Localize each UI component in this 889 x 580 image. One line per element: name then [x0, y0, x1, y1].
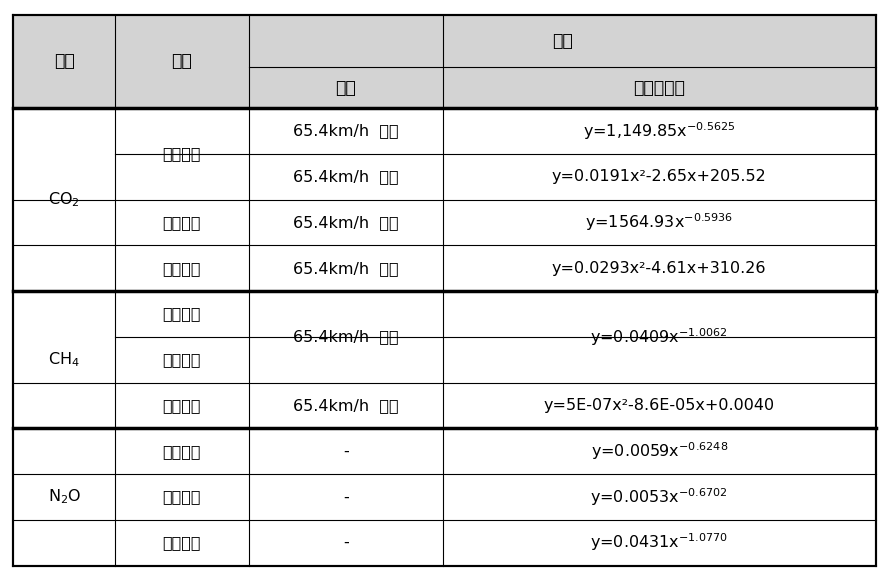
Bar — [249, 154, 443, 200]
Bar — [13, 428, 115, 474]
Bar — [13, 291, 115, 337]
Text: 65.4km/h  이상: 65.4km/h 이상 — [293, 398, 398, 413]
Text: 배출계수식: 배출계수식 — [633, 78, 685, 96]
Bar — [249, 245, 443, 291]
Text: y=0.0293x²-4.61x+310.26: y=0.0293x²-4.61x+310.26 — [552, 261, 766, 276]
Bar — [443, 200, 876, 245]
Bar — [115, 474, 249, 520]
Text: 중형승용: 중형승용 — [163, 490, 201, 505]
Text: y=5E-07x²-8.6E-05x+0.0040: y=5E-07x²-8.6E-05x+0.0040 — [544, 398, 775, 413]
Bar — [249, 291, 443, 337]
Bar — [249, 108, 443, 154]
Bar — [443, 383, 876, 428]
Text: -: - — [343, 444, 348, 459]
Text: 소형승용: 소형승용 — [163, 444, 201, 459]
Bar — [115, 383, 249, 428]
Bar — [115, 14, 249, 108]
Bar — [13, 14, 115, 108]
Bar — [115, 291, 249, 337]
Text: 65.4km/h  미만: 65.4km/h 미만 — [293, 329, 398, 345]
Text: -: - — [343, 490, 348, 505]
Bar — [249, 520, 443, 566]
Text: 65.4km/h  미만: 65.4km/h 미만 — [293, 124, 398, 139]
Bar — [249, 14, 876, 67]
Bar — [115, 108, 249, 154]
Text: 대형승용: 대형승용 — [163, 398, 201, 413]
Bar — [115, 200, 249, 245]
Text: y=0.0409x$^{-1.0062}$: y=0.0409x$^{-1.0062}$ — [590, 326, 728, 347]
Bar — [443, 154, 876, 200]
Text: 대형승용: 대형승용 — [163, 535, 201, 550]
Text: CH$_4$: CH$_4$ — [48, 350, 80, 369]
Bar — [443, 291, 876, 337]
Text: y=0.0431x$^{-1.0770}$: y=0.0431x$^{-1.0770}$ — [590, 532, 728, 553]
Bar — [249, 383, 443, 428]
Text: y=0.0191x²-2.65x+205.52: y=0.0191x²-2.65x+205.52 — [552, 169, 766, 184]
Text: -: - — [343, 535, 348, 550]
Bar — [443, 245, 876, 291]
Bar — [443, 428, 876, 474]
Bar — [443, 337, 876, 383]
Text: 물질: 물질 — [172, 52, 192, 70]
Bar — [13, 200, 115, 245]
Text: 65.4km/h  이상: 65.4km/h 이상 — [293, 261, 398, 276]
Bar — [443, 520, 876, 566]
Bar — [443, 67, 876, 108]
Bar — [115, 337, 249, 383]
Bar — [13, 520, 115, 566]
Text: y=0.0053x$^{-0.6702}$: y=0.0053x$^{-0.6702}$ — [590, 486, 728, 508]
Text: 중형승용: 중형승용 — [163, 215, 201, 230]
Bar — [13, 383, 115, 428]
Text: 속도: 속도 — [335, 78, 356, 96]
Text: y=1,149.85x$^{-0.5625}$: y=1,149.85x$^{-0.5625}$ — [583, 120, 735, 142]
Text: 대형승용: 대형승용 — [163, 261, 201, 276]
Bar — [443, 108, 876, 154]
Bar — [13, 154, 115, 200]
Bar — [249, 200, 443, 245]
Text: 신규: 신규 — [552, 32, 573, 50]
Text: 자종: 자종 — [54, 52, 75, 70]
Bar — [249, 337, 443, 383]
Text: 중형승용: 중형승용 — [163, 352, 201, 367]
Text: y=1564.93x$^{-0.5936}$: y=1564.93x$^{-0.5936}$ — [585, 212, 733, 233]
Bar — [249, 67, 443, 108]
Bar — [13, 245, 115, 291]
Bar — [115, 428, 249, 474]
Text: 소형승용: 소형승용 — [163, 306, 201, 321]
Text: 65.4km/h  미만: 65.4km/h 미만 — [293, 215, 398, 230]
Text: 65.4km/h  이상: 65.4km/h 이상 — [293, 169, 398, 184]
Bar — [13, 337, 115, 383]
Bar — [249, 428, 443, 474]
Bar — [13, 474, 115, 520]
Bar — [443, 474, 876, 520]
Bar — [115, 154, 249, 200]
Bar — [249, 474, 443, 520]
Text: y=0.0059x$^{-0.6248}$: y=0.0059x$^{-0.6248}$ — [590, 440, 728, 462]
Bar — [115, 520, 249, 566]
Bar — [13, 108, 115, 154]
Text: N$_2$O: N$_2$O — [47, 488, 81, 506]
Bar — [115, 245, 249, 291]
Text: CO$_2$: CO$_2$ — [48, 190, 80, 209]
Text: 소형승용: 소형승용 — [163, 146, 201, 161]
